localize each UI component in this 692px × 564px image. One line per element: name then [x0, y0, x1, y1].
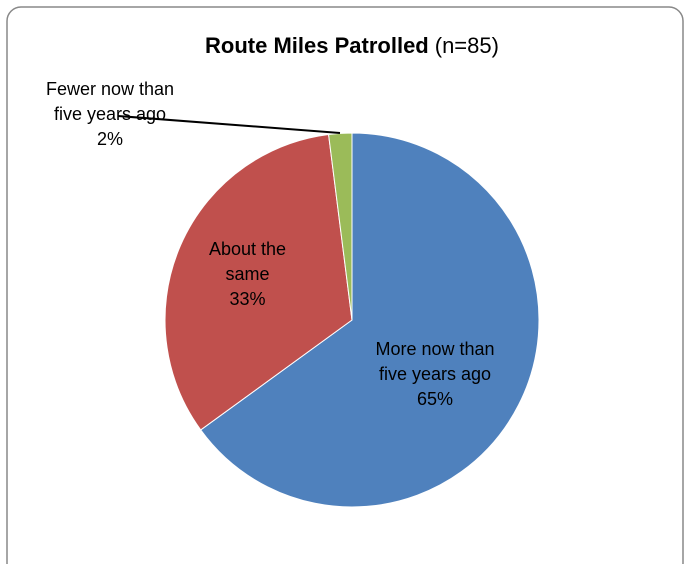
pie-slice — [200, 132, 540, 508]
title-main: Route Miles Patrolled — [205, 33, 429, 58]
title-note: (n=85) — [435, 33, 499, 58]
pie — [164, 132, 540, 508]
value-label: 33% — [229, 289, 266, 309]
category-label: Fewer now than five years ago — [45, 79, 175, 124]
category-label: More now than five years ago — [375, 339, 495, 384]
slice-label: Fewer now than five years ago 2% — [45, 77, 175, 152]
value-label: 65% — [416, 389, 454, 409]
pie-slice — [328, 132, 353, 321]
value-label: 2% — [96, 129, 123, 149]
pie-slice — [164, 133, 353, 431]
chart-title: Route Miles Patrolled (n=85) — [205, 33, 499, 58]
slice-label: More now than five years ago 65% — [370, 337, 500, 412]
leader-line — [117, 115, 341, 134]
category-label: About the same — [208, 239, 287, 284]
slice-label: About the same 33% — [185, 237, 310, 312]
